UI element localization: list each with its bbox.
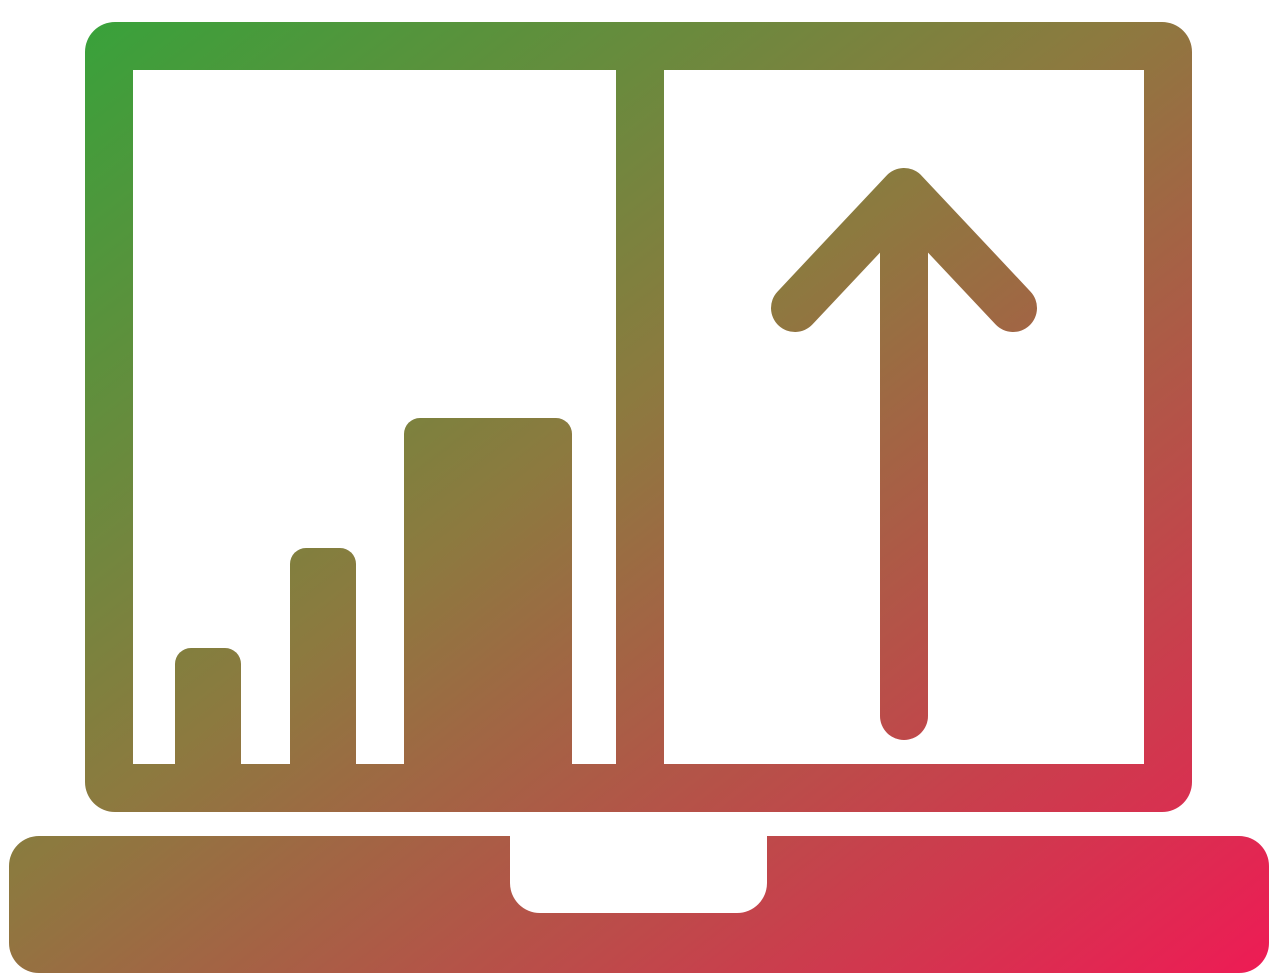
laptop-growth-chart-icon [0,0,1277,980]
growth-icon-fill [0,0,1277,980]
